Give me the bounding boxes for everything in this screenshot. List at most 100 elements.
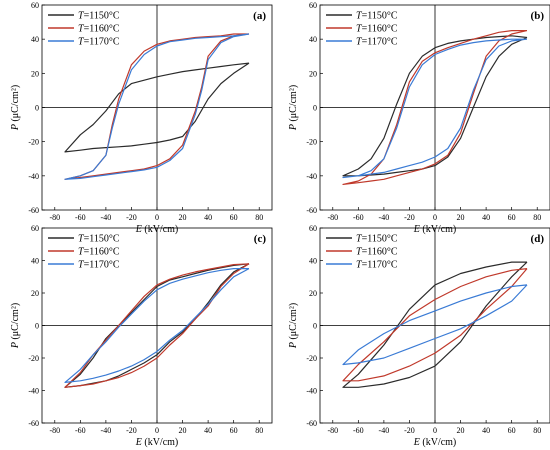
y-tick-label: -60 — [306, 419, 317, 428]
legend-entry: T=1160°C — [78, 247, 120, 258]
y-tick-label: 0 — [313, 322, 317, 331]
panel-label: (a) — [253, 10, 266, 22]
series-line-3 — [342, 284, 528, 366]
x-tick-label: 80 — [255, 213, 263, 222]
series-line-2 — [342, 268, 528, 382]
y-tick-label: -20 — [306, 354, 317, 363]
x-tick-label: -80 — [327, 426, 338, 435]
x-tick-label: 0 — [433, 213, 437, 222]
x-tick-label: 20 — [179, 426, 187, 435]
y-tick-label: 60 — [31, 1, 39, 10]
y-tick-label: -40 — [28, 172, 39, 181]
legend-entry: T=1170°C — [356, 260, 398, 271]
x-tick-label: -20 — [404, 426, 415, 435]
series-line-3 — [342, 38, 528, 179]
series-line-2 — [342, 30, 528, 185]
x-tick-label: 80 — [533, 213, 541, 222]
x-tick-label: 0 — [433, 426, 437, 435]
x-tick-label: -60 — [75, 213, 86, 222]
legend-entry: T=1160°C — [356, 24, 398, 35]
x-tick-label: -60 — [353, 426, 364, 435]
y-axis-label: P (μC/cm²) — [288, 303, 299, 349]
x-tick-label: 80 — [255, 426, 263, 435]
x-tick-label: -40 — [379, 213, 390, 222]
y-tick-label: -40 — [306, 172, 317, 181]
y-tick-label: 20 — [31, 289, 39, 298]
y-tick-label: 0 — [35, 322, 39, 331]
x-tick-label: 60 — [508, 426, 516, 435]
panel-label: (b) — [531, 10, 545, 22]
x-tick-label: 60 — [508, 213, 516, 222]
x-axis-label: E (kV/cm) — [413, 224, 457, 235]
y-tick-label: 60 — [31, 224, 39, 233]
y-axis-label: P (μC/cm²) — [288, 85, 299, 131]
legend-entry: T=1160°C — [78, 24, 120, 35]
legend-entry: T=1150°C — [356, 11, 398, 22]
x-tick-label: -20 — [126, 213, 137, 222]
x-tick-label: 40 — [204, 213, 212, 222]
y-tick-label: 40 — [309, 35, 317, 44]
x-axis-label: E (kV/cm) — [135, 224, 179, 235]
panel-d: -80 -60 -40 -20 0 20 40 60 80 -60 -40 -20 0 20 40 60 E (… — [288, 224, 550, 448]
y-tick-label: 20 — [309, 69, 317, 78]
legend-entry: T=1150°C — [78, 234, 120, 245]
y-tick-label: 60 — [309, 224, 317, 233]
y-tick-label: 20 — [309, 289, 317, 298]
x-tick-label: -40 — [379, 426, 390, 435]
x-tick-label: 80 — [533, 426, 541, 435]
legend-entry: T=1150°C — [78, 11, 120, 22]
y-axis-label: P (μC/cm²) — [10, 303, 21, 349]
series-line-1 — [342, 261, 528, 388]
x-tick-label: 60 — [230, 426, 238, 435]
y-tick-label: -60 — [28, 419, 39, 428]
y-tick-label: -60 — [28, 206, 39, 215]
series-line-2 — [64, 263, 250, 388]
x-axis-label: E (kV/cm) — [413, 437, 457, 448]
y-axis-label: P (μC/cm²) — [10, 85, 21, 131]
x-tick-label: -20 — [126, 426, 137, 435]
x-tick-label: -60 — [353, 213, 364, 222]
panel-a: -80 -60 -40 -20 0 20 40 60 80 -60 -40 -20 0 20 40 60 E (… — [10, 1, 273, 235]
series-line-1 — [64, 62, 250, 153]
panel-c: -80 -60 -40 -20 0 20 40 60 80 -60 -40 -20 0 20 40 60 E (… — [10, 224, 273, 448]
x-tick-label: -80 — [327, 213, 338, 222]
y-tick-label: -40 — [28, 387, 39, 396]
legend-entry: T=1160°C — [356, 247, 398, 258]
y-tick-label: 40 — [31, 35, 39, 44]
panel-b: -80 -60 -40 -20 0 20 40 60 80 -60 -40 -20 0 20 40 60 E (… — [288, 1, 550, 235]
panel-label: (d) — [531, 233, 545, 245]
legend-entry: T=1170°C — [356, 37, 398, 48]
x-tick-label: 20 — [179, 213, 187, 222]
y-tick-label: 0 — [313, 104, 317, 113]
series-line-3 — [64, 268, 250, 383]
series-line-3 — [64, 33, 250, 180]
x-tick-label: 20 — [457, 426, 465, 435]
y-tick-label: -60 — [306, 206, 317, 215]
x-tick-label: -20 — [404, 213, 415, 222]
y-tick-label: 20 — [31, 69, 39, 78]
x-tick-label: 60 — [230, 213, 238, 222]
x-tick-label: -40 — [101, 426, 112, 435]
x-tick-label: 0 — [155, 426, 159, 435]
x-tick-label: 40 — [204, 426, 212, 435]
x-tick-label: -80 — [49, 426, 60, 435]
x-tick-label: 40 — [482, 426, 490, 435]
y-tick-label: -20 — [28, 354, 39, 363]
y-tick-label: 40 — [309, 257, 317, 266]
y-tick-label: -40 — [306, 387, 317, 396]
x-tick-label: -80 — [49, 213, 60, 222]
y-tick-label: -20 — [306, 138, 317, 147]
x-tick-label: -60 — [75, 426, 86, 435]
legend-entry: T=1150°C — [356, 234, 398, 245]
x-tick-label: 40 — [482, 213, 490, 222]
y-tick-label: -20 — [28, 138, 39, 147]
panel-label: (c) — [254, 233, 267, 245]
y-tick-label: 0 — [35, 104, 39, 113]
y-tick-label: 40 — [31, 257, 39, 266]
y-tick-label: 60 — [309, 1, 317, 10]
legend-entry: T=1170°C — [78, 37, 120, 48]
legend-entry: T=1170°C — [78, 260, 120, 271]
x-axis-label: E (kV/cm) — [135, 437, 179, 448]
x-tick-label: 20 — [457, 213, 465, 222]
